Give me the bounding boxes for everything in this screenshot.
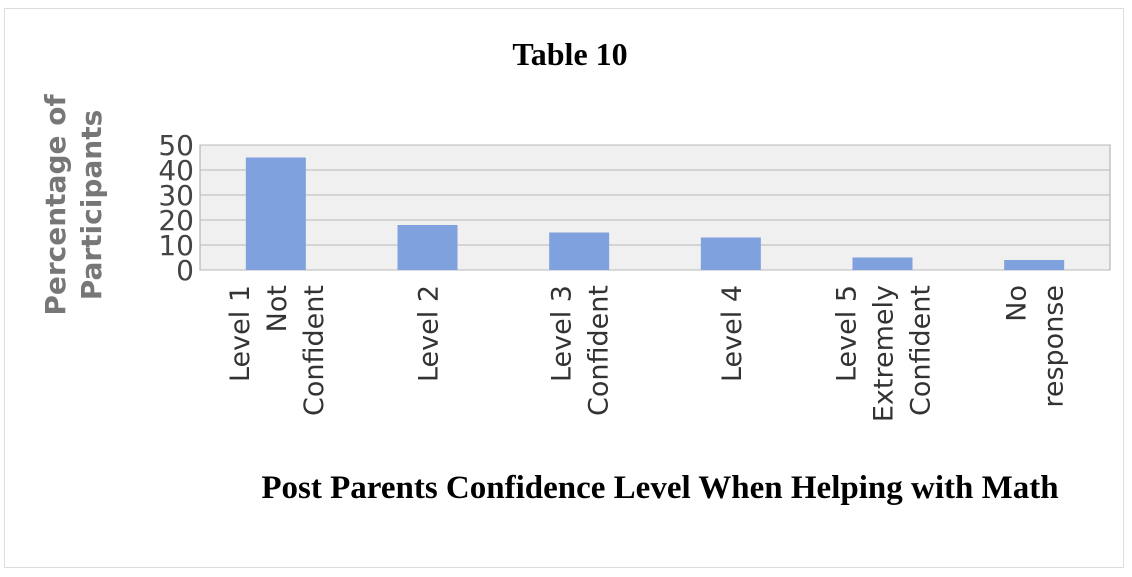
- x-tick-label: Confident: [906, 285, 937, 416]
- x-tick-label: Level 5: [832, 285, 863, 382]
- x-tick-label: Confident: [584, 285, 615, 416]
- x-tick-label: Level 3: [547, 285, 578, 382]
- y-tick-label: 50: [158, 129, 194, 162]
- x-tick-label: Level 2: [414, 285, 445, 382]
- x-tick-label: Extremely: [869, 285, 900, 422]
- x-tick-label: Level 1: [225, 285, 256, 382]
- bar: [549, 232, 610, 270]
- y-tick-label: 30: [158, 179, 194, 212]
- x-tick-label: No: [1002, 285, 1033, 322]
- bar: [852, 257, 913, 270]
- x-tick-label: Level 4: [717, 285, 748, 382]
- y-tick-label: 20: [158, 204, 194, 237]
- x-tick-label: Confident: [299, 285, 330, 416]
- plot-area: [199, 144, 1111, 271]
- bar: [700, 237, 761, 270]
- y-tick-label: 10: [158, 229, 194, 262]
- x-axis-label: Post Parents Confidence Level When Helpi…: [261, 470, 1059, 506]
- y-tick-label: 40: [158, 154, 194, 187]
- bar: [397, 225, 458, 270]
- frame: [4, 8, 1124, 568]
- y-axis-label: Percentage of Participants: [39, 94, 108, 316]
- bar: [245, 157, 306, 270]
- x-tick-label: Not: [262, 285, 293, 332]
- y-tick-label: 0: [176, 254, 194, 287]
- chart-title: Table 10: [512, 36, 627, 72]
- x-tick-label: response: [1039, 285, 1070, 408]
- bar: [1004, 260, 1065, 270]
